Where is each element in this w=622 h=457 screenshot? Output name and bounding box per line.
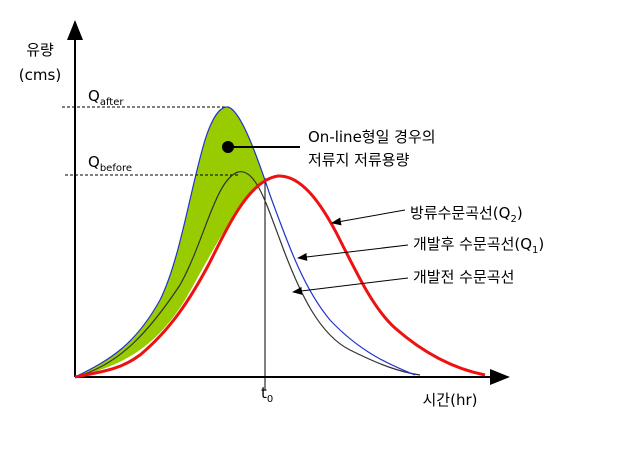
label: 개발후 수문곡선(Q xyxy=(413,235,532,253)
subscript: after xyxy=(100,97,125,108)
suffix: ) xyxy=(538,235,544,253)
pointer xyxy=(297,244,409,261)
symbol: t xyxy=(261,384,267,402)
discharge-curve xyxy=(74,174,486,379)
curve-label: 개발전 수문곡선 xyxy=(413,268,514,286)
pointer xyxy=(331,209,406,226)
y-unit: (cms) xyxy=(19,66,61,84)
annotation-line-1: On-line형일 경우의 xyxy=(308,128,436,146)
subscript: before xyxy=(100,163,132,174)
curve-label: 방류수문곡선(Q2) xyxy=(410,204,523,225)
y-label: 유량 xyxy=(26,41,54,59)
symbol: Q xyxy=(88,153,100,171)
subscript: 1 xyxy=(532,245,538,256)
storage-area xyxy=(75,106,266,377)
subscript: 2 xyxy=(510,214,516,225)
annotation-line-2: 저류지 저류용량 xyxy=(308,151,410,169)
q-after-label: Qafter xyxy=(88,87,124,108)
t0-label: t0 xyxy=(261,384,273,405)
suffix: ) xyxy=(517,204,523,222)
symbol: Q xyxy=(88,87,100,105)
after-curve xyxy=(74,106,416,378)
subscript: 0 xyxy=(267,394,273,405)
pointer xyxy=(292,277,409,295)
q-before-label: Qbefore xyxy=(88,153,132,174)
x-label: 시간(hr) xyxy=(423,391,478,409)
before-curve xyxy=(74,171,421,378)
label: 방류수문곡선(Q xyxy=(410,204,510,222)
curve-label: 개발후 수문곡선(Q1) xyxy=(413,235,544,256)
